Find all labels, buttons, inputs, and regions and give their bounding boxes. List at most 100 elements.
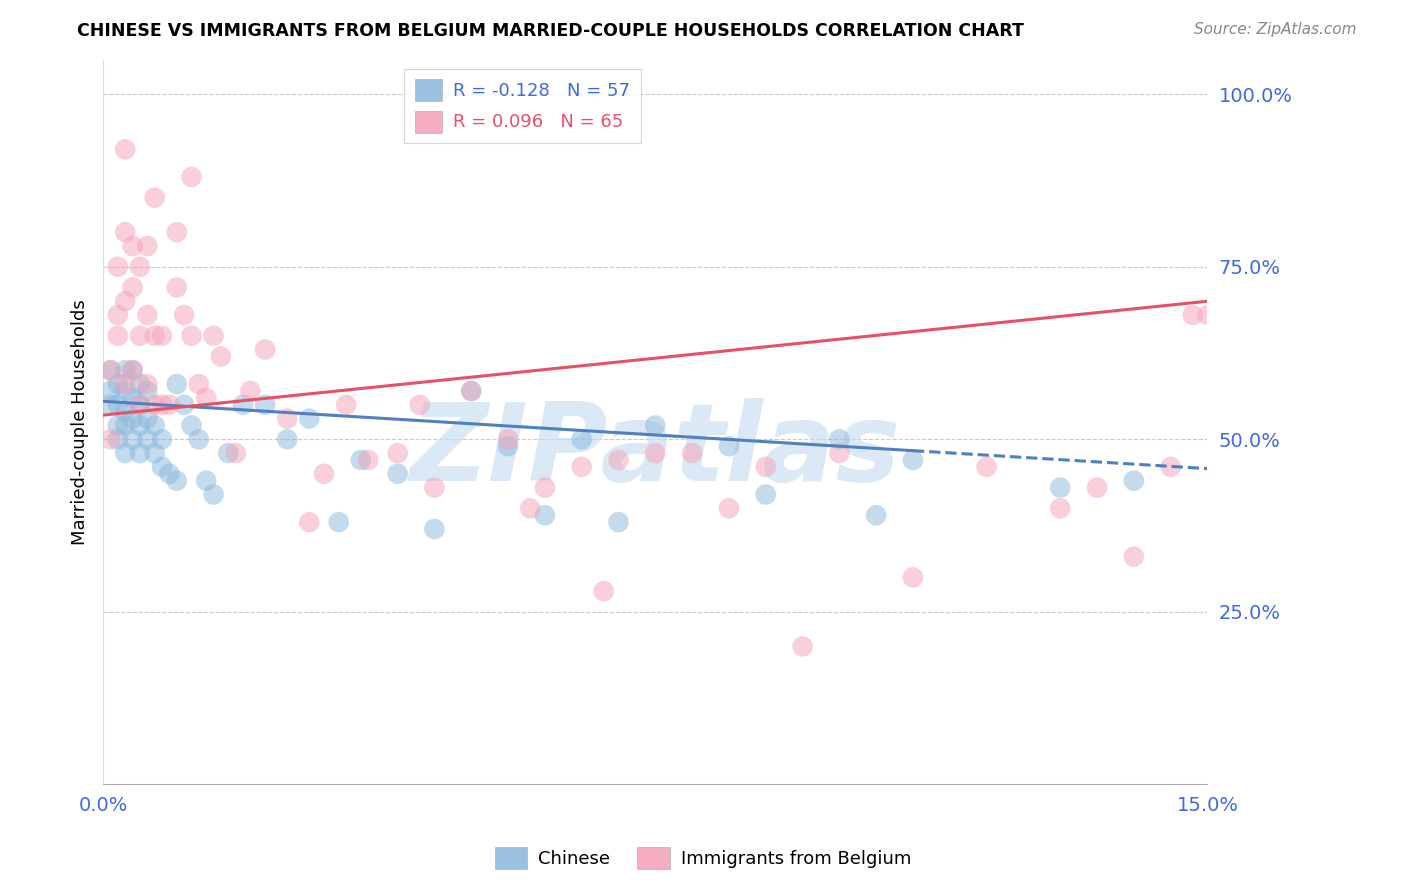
Point [350,453,373,467]
Legend: Chinese, Immigrants from Belgium: Chinese, Immigrants from Belgium [488,839,918,876]
Legend: R = -0.128   N = 57, R = 0.096   N = 65: R = -0.128 N = 57, R = 0.096 N = 65 [405,69,641,144]
Point [100,432,122,446]
Point [298,515,321,529]
Point [136,432,159,446]
Point [100,363,122,377]
Point [298,411,321,425]
Point [150,459,173,474]
Point [129,398,152,412]
Point [357,453,380,467]
Point [114,405,136,419]
Point [792,640,814,654]
Point [121,411,143,425]
Point [121,363,143,377]
Point [534,508,557,523]
Point [121,239,143,253]
Point [276,411,298,425]
Point [828,446,851,460]
Point [409,398,432,412]
Point [121,391,143,405]
Point [187,432,209,446]
Point [107,260,129,274]
Point [195,391,218,405]
Point [460,384,482,398]
Point [143,418,166,433]
Point [114,418,136,433]
Point [114,384,136,398]
Point [129,446,152,460]
Point [755,459,778,474]
Point [1181,308,1204,322]
Point [901,453,924,467]
Point [976,459,998,474]
Point [496,432,519,446]
Point [143,328,166,343]
Point [107,308,129,322]
Point [239,384,262,398]
Point [166,474,188,488]
Point [166,377,188,392]
Text: Source: ZipAtlas.com: Source: ZipAtlas.com [1194,22,1357,37]
Point [107,432,129,446]
Text: CHINESE VS IMMIGRANTS FROM BELGIUM MARRIED-COUPLE HOUSEHOLDS CORRELATION CHART: CHINESE VS IMMIGRANTS FROM BELGIUM MARRI… [77,22,1024,40]
Point [828,432,851,446]
Point [129,260,152,274]
Point [423,481,446,495]
Point [901,570,924,584]
Point [100,363,122,377]
Point [717,439,740,453]
Point [121,280,143,294]
Point [387,467,409,481]
Point [157,467,180,481]
Point [607,453,630,467]
Point [644,418,666,433]
Point [100,384,122,398]
Point [1160,459,1182,474]
Point [121,432,143,446]
Point [107,398,129,412]
Point [114,142,136,156]
Point [136,377,159,392]
Point [217,446,239,460]
Point [114,363,136,377]
Point [607,515,630,529]
Point [312,467,335,481]
Point [136,384,159,398]
Point [114,294,136,309]
Point [460,384,482,398]
Point [180,418,202,433]
Point [129,398,152,412]
Point [107,328,129,343]
Point [232,398,254,412]
Point [136,411,159,425]
Point [644,446,666,460]
Point [136,308,159,322]
Point [571,459,593,474]
Point [209,350,232,364]
Point [755,487,778,501]
Point [1049,481,1071,495]
Point [865,508,887,523]
Point [107,418,129,433]
Point [114,377,136,392]
Point [195,474,218,488]
Point [254,343,277,357]
Point [571,432,593,446]
Point [496,439,519,453]
Point [254,398,277,412]
Point [335,398,357,412]
Point [202,487,225,501]
Text: ZIPatlas: ZIPatlas [409,398,901,504]
Point [173,308,195,322]
Point [592,584,614,599]
Point [107,377,129,392]
Point [717,501,740,516]
Point [1197,308,1219,322]
Point [129,377,152,392]
Point [143,446,166,460]
Point [276,432,298,446]
Point [157,398,180,412]
Point [534,481,557,495]
Point [1049,501,1071,516]
Point [121,363,143,377]
